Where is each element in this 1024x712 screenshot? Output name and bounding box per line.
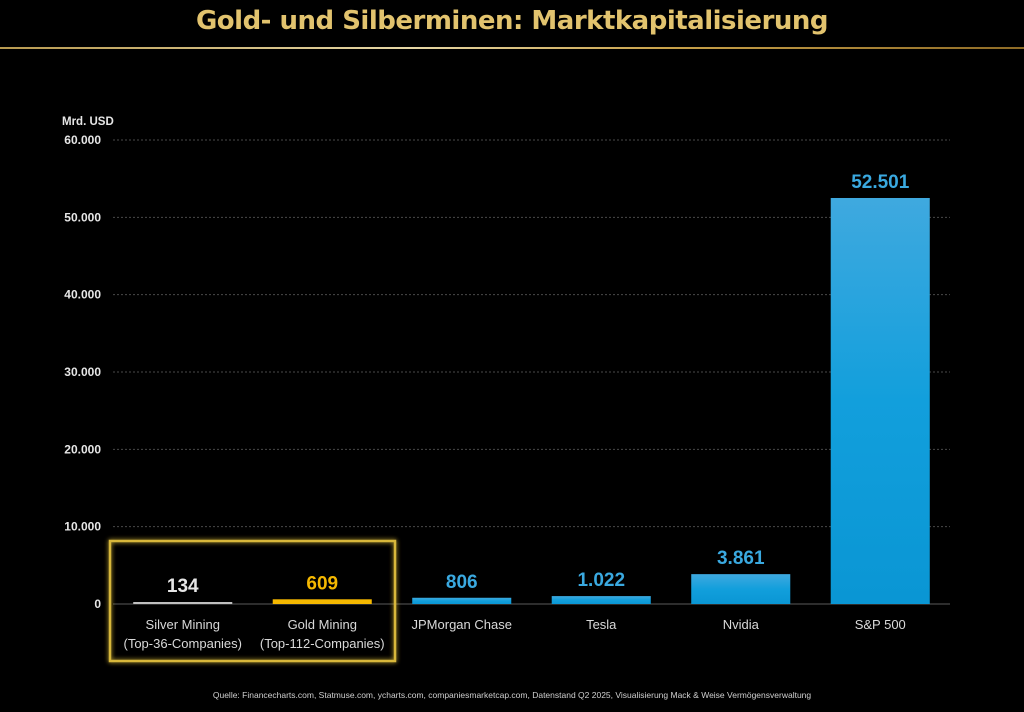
y-tick-label: 30.000 xyxy=(64,365,101,379)
x-tick-label: JPMorgan Chase xyxy=(412,617,512,632)
source-note: Quelle: Financecharts.com, Statmuse.com,… xyxy=(212,690,812,700)
y-tick-label: 60.000 xyxy=(64,133,101,147)
x-tick-label: Nvidia xyxy=(723,617,760,632)
x-tick-label: (Top-112-Companies) xyxy=(260,636,385,651)
category-labels: Silver Mining (Top-36-Companies) Gold Mini… xyxy=(124,617,906,651)
bar xyxy=(272,599,372,604)
chart-title: Gold- und Silberminen: Marktkapitalisier… xyxy=(195,6,829,36)
data-label: 1.022 xyxy=(577,570,625,591)
bars xyxy=(133,197,930,605)
x-tick-label: Gold Mining xyxy=(288,617,357,632)
data-label: 806 xyxy=(446,572,478,593)
value-labels: 134 609 806 1.022 3.861 52.501 xyxy=(167,172,910,597)
y-tick-label: 40.000 xyxy=(64,288,101,302)
data-label: 134 xyxy=(167,576,199,597)
y-tick-label: 20.000 xyxy=(64,442,101,456)
data-label: 3.861 xyxy=(717,548,765,569)
y-tick-label: 50.000 xyxy=(64,210,101,224)
data-label: 609 xyxy=(306,573,338,594)
y-axis-ticks: 0 10.000 20.000 30.000 40.000 50.000 60.000 xyxy=(64,133,101,611)
y-tick-label: 0 xyxy=(94,597,101,611)
y-tick-label: 10.000 xyxy=(64,520,101,534)
data-label: 52.501 xyxy=(851,172,910,193)
x-tick-label: Silver Mining xyxy=(146,617,220,632)
x-tick-label: Tesla xyxy=(586,617,617,632)
bar xyxy=(691,574,791,604)
title-divider xyxy=(0,47,1024,49)
bar xyxy=(412,597,512,604)
y-axis-unit-label: Mrd. USD xyxy=(62,116,114,128)
bar xyxy=(551,596,651,604)
bar xyxy=(133,602,233,604)
gridlines xyxy=(113,139,950,528)
x-tick-label: S&P 500 xyxy=(855,617,906,632)
bar xyxy=(830,197,930,605)
highlight-box xyxy=(108,539,397,663)
x-tick-label: (Top-36-Companies) xyxy=(124,636,243,651)
